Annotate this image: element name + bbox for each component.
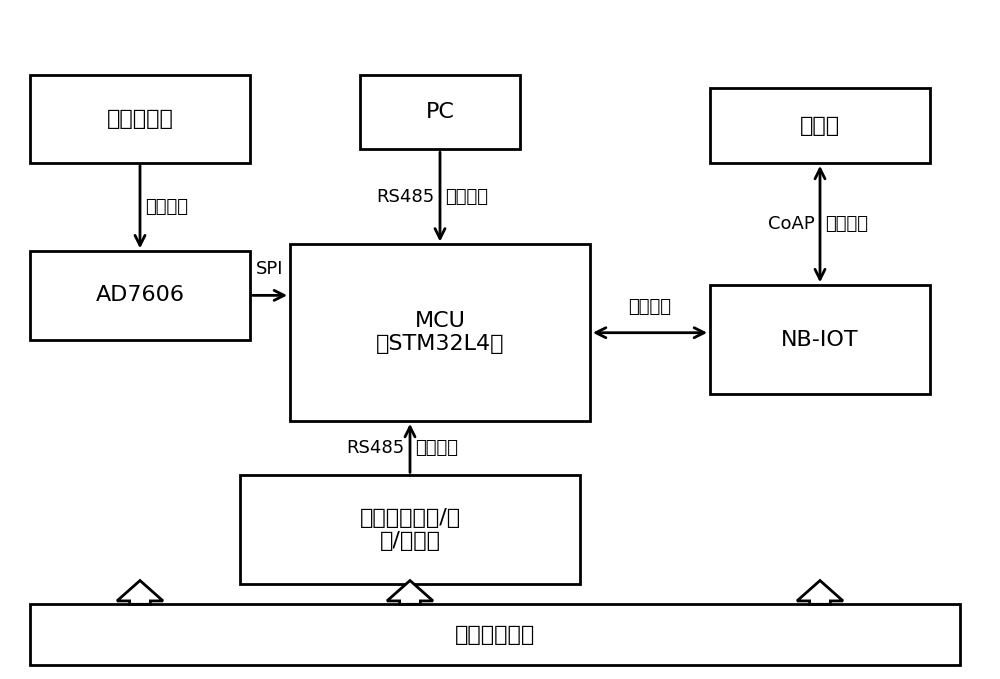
Text: 串口调试: 串口调试 <box>445 188 488 206</box>
Bar <box>290 244 590 421</box>
Text: AD7606: AD7606 <box>96 285 184 306</box>
Text: CoAP: CoAP <box>768 215 815 233</box>
Text: 电源管理模块: 电源管理模块 <box>455 625 535 645</box>
Text: RS485: RS485 <box>347 439 405 457</box>
Text: 传感器（温度/湿
度/振动）: 传感器（温度/湿 度/振动） <box>359 508 461 551</box>
Polygon shape <box>387 581 433 604</box>
Bar <box>710 88 930 163</box>
Bar <box>240 475 580 584</box>
Text: 数据采集: 数据采集 <box>415 439 458 457</box>
Text: SPI: SPI <box>256 260 284 278</box>
Text: 电流传感器: 电流传感器 <box>107 109 173 129</box>
Bar <box>30 251 250 340</box>
Text: 运放互感: 运放互感 <box>145 198 188 216</box>
Text: NB-IOT: NB-IOT <box>781 329 859 350</box>
Polygon shape <box>797 581 843 604</box>
Text: 上位机: 上位机 <box>800 115 840 136</box>
Text: 数据收发: 数据收发 <box>825 215 868 233</box>
Bar <box>30 604 960 665</box>
Text: PC: PC <box>426 102 454 122</box>
Text: RS485: RS485 <box>377 188 435 206</box>
Bar <box>710 285 930 394</box>
Bar <box>30 75 250 163</box>
Bar <box>360 75 520 149</box>
Polygon shape <box>117 581 163 604</box>
Text: MCU
（STM32L4）: MCU （STM32L4） <box>376 311 504 354</box>
Text: 数据处理: 数据处理 <box>628 297 671 316</box>
